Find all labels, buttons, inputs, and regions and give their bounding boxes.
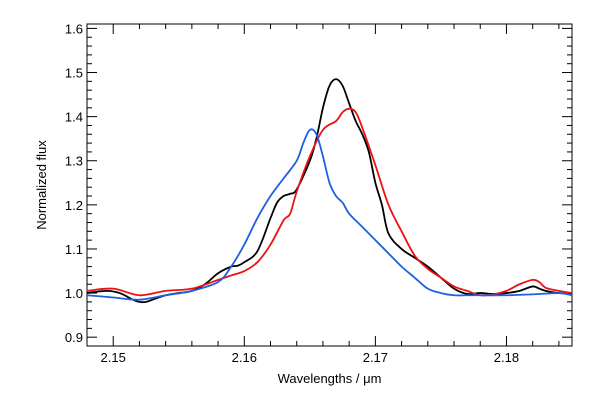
black-series-line xyxy=(87,78,572,304)
x-tick-label: 2.18 xyxy=(494,350,519,365)
y-tick-label: 1.3 xyxy=(65,154,83,169)
y-tick-label: 0.9 xyxy=(65,330,83,345)
y-tick-label: 1.5 xyxy=(65,66,83,81)
y-tick-label: 1.4 xyxy=(65,110,83,125)
x-tick-label: 2.17 xyxy=(363,350,388,365)
y-tick-label: 1.2 xyxy=(65,198,83,213)
y-tick-label: 1.6 xyxy=(65,21,83,36)
y-axis-label: Normalized flux xyxy=(34,140,49,230)
y-tick-label: 1.0 xyxy=(65,286,83,301)
red-series-line xyxy=(87,107,572,297)
plot-frame xyxy=(86,23,573,347)
x-tick-label: 2.16 xyxy=(232,350,257,365)
y-tick-label: 1.1 xyxy=(65,242,83,257)
x-axis-label: Wavelengths / μm xyxy=(278,371,382,386)
blue-series-line xyxy=(87,128,572,301)
x-tick-label: 2.15 xyxy=(101,350,126,365)
